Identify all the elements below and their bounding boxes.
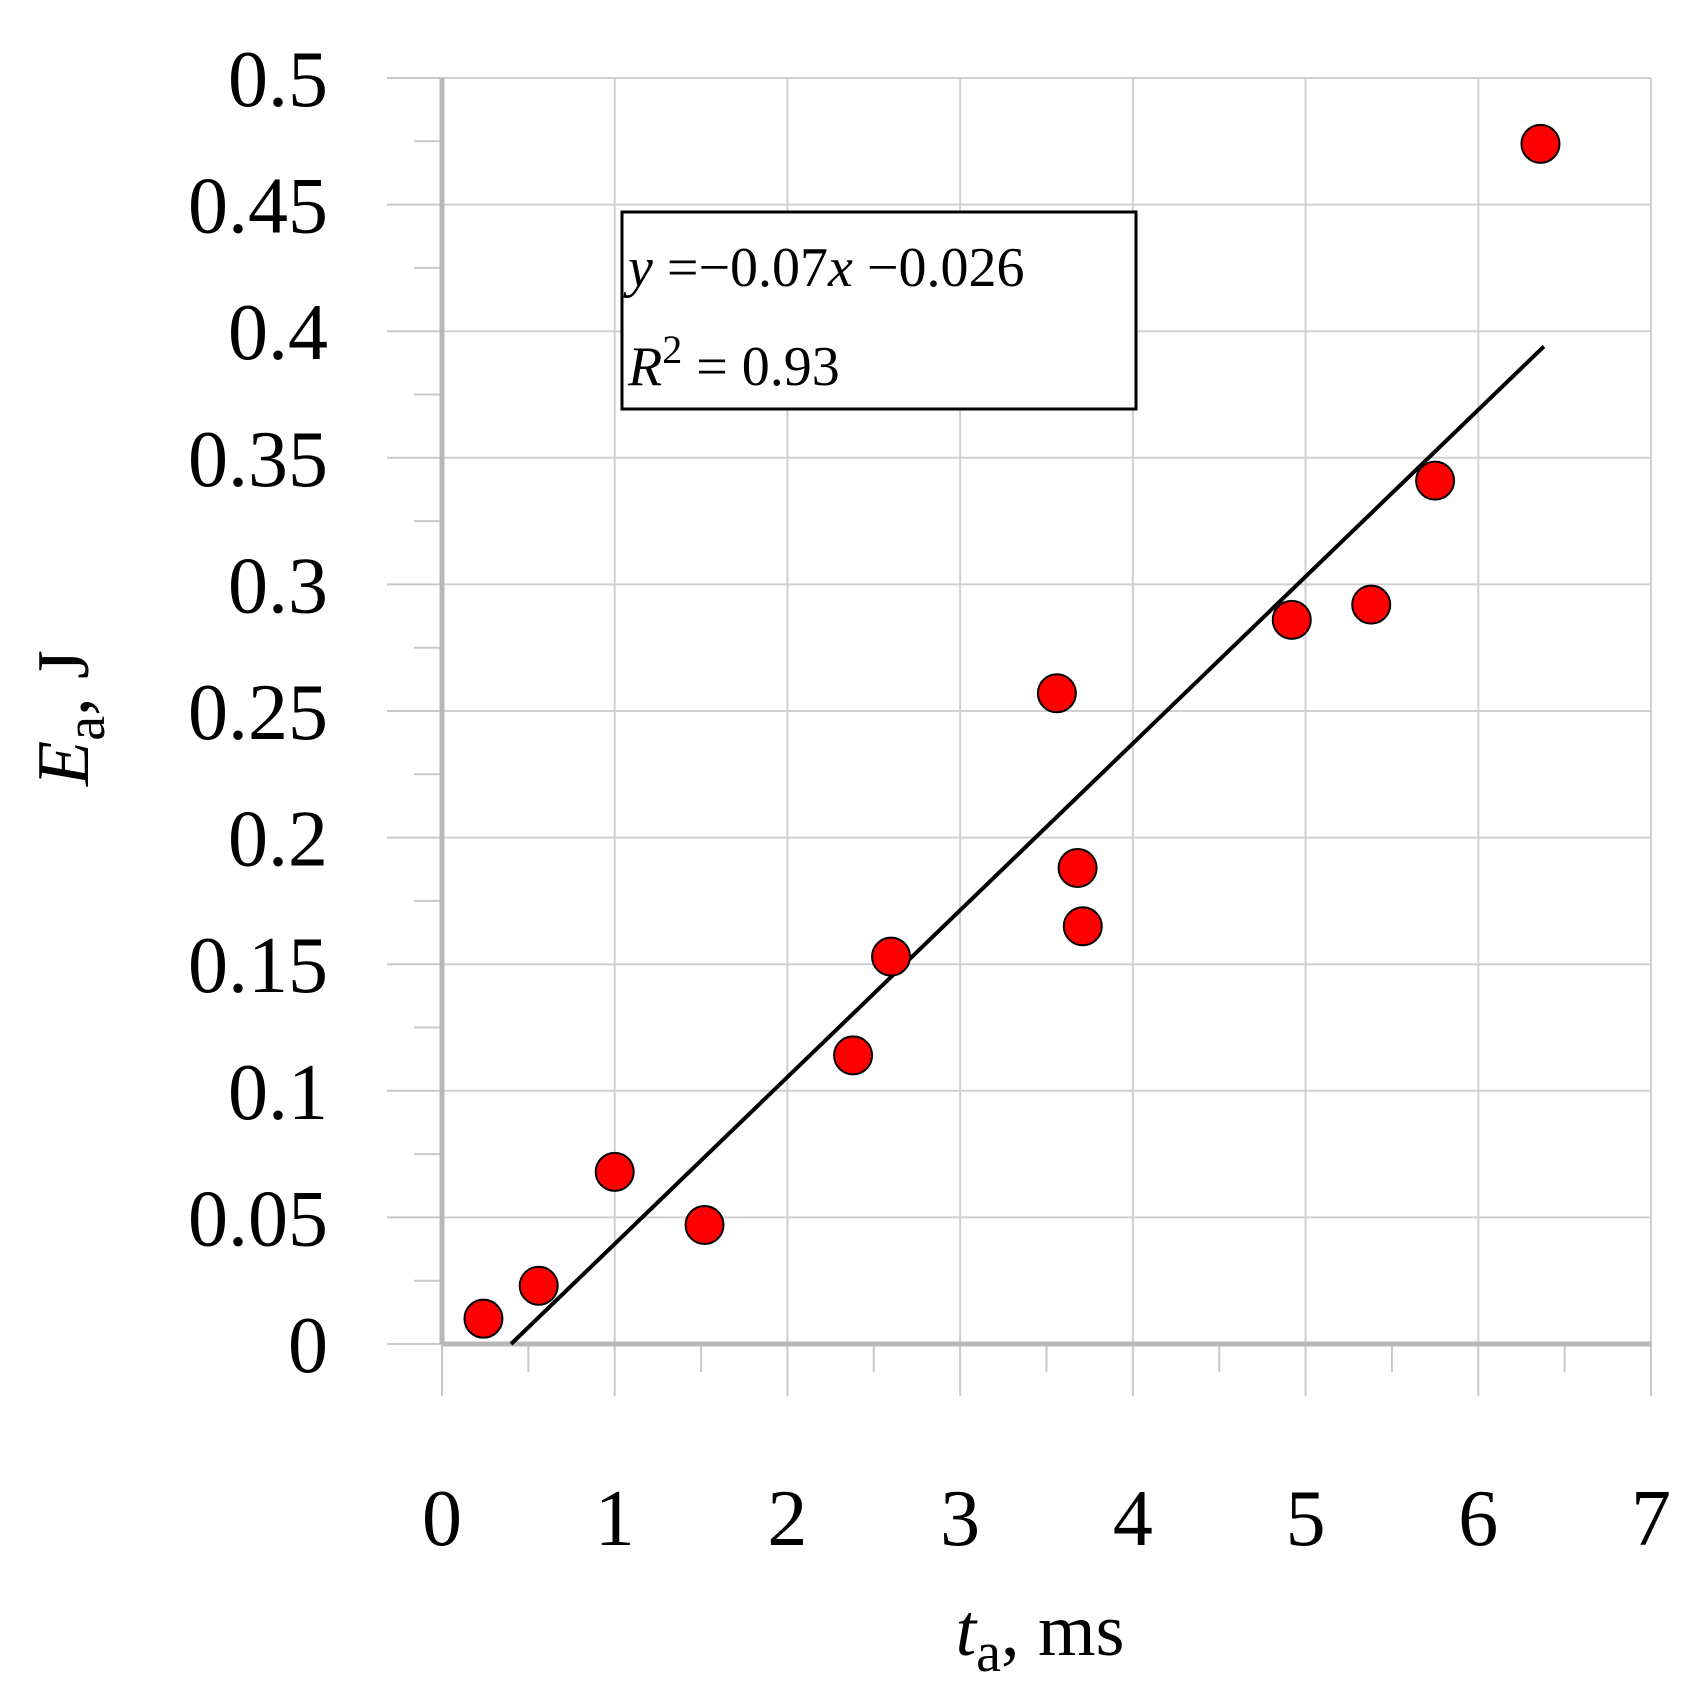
y-tick-label: 0.35 [188,416,328,504]
equation-x-symbol: x [827,237,853,299]
x-axis-subscript: a [976,1622,1001,1681]
y-tick-label: 0.2 [228,796,328,884]
equation-slope: =−0.07 [653,237,828,299]
equation-box: y =−0.07x −0.026 R2 = 0.93 [620,210,1138,411]
x-axis-unit: , ms [1001,1590,1124,1672]
x-tick-label: 3 [940,1475,980,1563]
data-point [1415,460,1456,501]
y-tick-label: 0.1 [228,1049,328,1137]
y-tick-label: 0.25 [188,669,328,757]
y-tick-labels: 0 0.05 0.1 0.15 0.2 0.25 0.3 0.35 0.4 0.45 0.5 [188,36,328,1390]
data-point [871,936,912,977]
y-tick-label: 0.4 [228,289,328,377]
data-point [1520,123,1561,164]
trendline [509,344,1546,1346]
y-axis-title: Ea, J [23,650,117,787]
data-points [463,123,1561,1339]
r-squared-value: = 0.93 [682,336,840,398]
x-tick-label: 7 [1631,1475,1671,1563]
data-point [463,1298,504,1339]
y-tick-label: 0.5 [228,36,328,124]
y-tick-label: 0.15 [188,922,328,1010]
data-point [1062,906,1103,947]
minor-ticks [387,77,1652,1396]
y-tick-label: 0.05 [188,1175,328,1263]
data-point [1351,584,1392,625]
x-tick-label: 4 [1113,1475,1153,1563]
data-point [833,1035,874,1076]
data-point [1036,673,1077,714]
data-point [518,1265,559,1306]
axes [439,78,1651,1347]
data-point [1057,847,1098,888]
data-point [684,1204,725,1245]
equation-text: y =−0.07x −0.026 [623,237,1024,299]
r-squared-symbol: R [627,336,662,398]
y-axis-symbol: E [23,741,105,787]
y-axis-subscript: a [55,716,117,741]
x-tick-label: 2 [767,1475,807,1563]
y-tick-label: 0 [288,1302,328,1390]
data-point [1271,599,1312,640]
equation-box-border [620,210,1138,411]
x-tick-label: 6 [1458,1475,1498,1563]
x-tick-label: 1 [595,1475,635,1563]
equation-intercept: −0.026 [853,237,1025,299]
x-tick-label: 5 [1286,1475,1326,1563]
x-axis-title: ta, ms [956,1590,1125,1681]
y-axis-unit: , J [23,650,105,716]
r-squared-exponent: 2 [662,327,682,372]
x-tick-labels: 0 1 2 3 4 5 6 7 [422,1475,1671,1563]
r-squared-text: R2 = 0.93 [627,327,840,398]
x-axis-symbol: t [956,1590,979,1672]
y-tick-label: 0.45 [188,163,328,251]
x-tick-label: 0 [422,1475,462,1563]
equation-y-symbol: y [623,237,653,299]
data-point [594,1151,635,1192]
y-tick-label: 0.3 [228,542,328,630]
